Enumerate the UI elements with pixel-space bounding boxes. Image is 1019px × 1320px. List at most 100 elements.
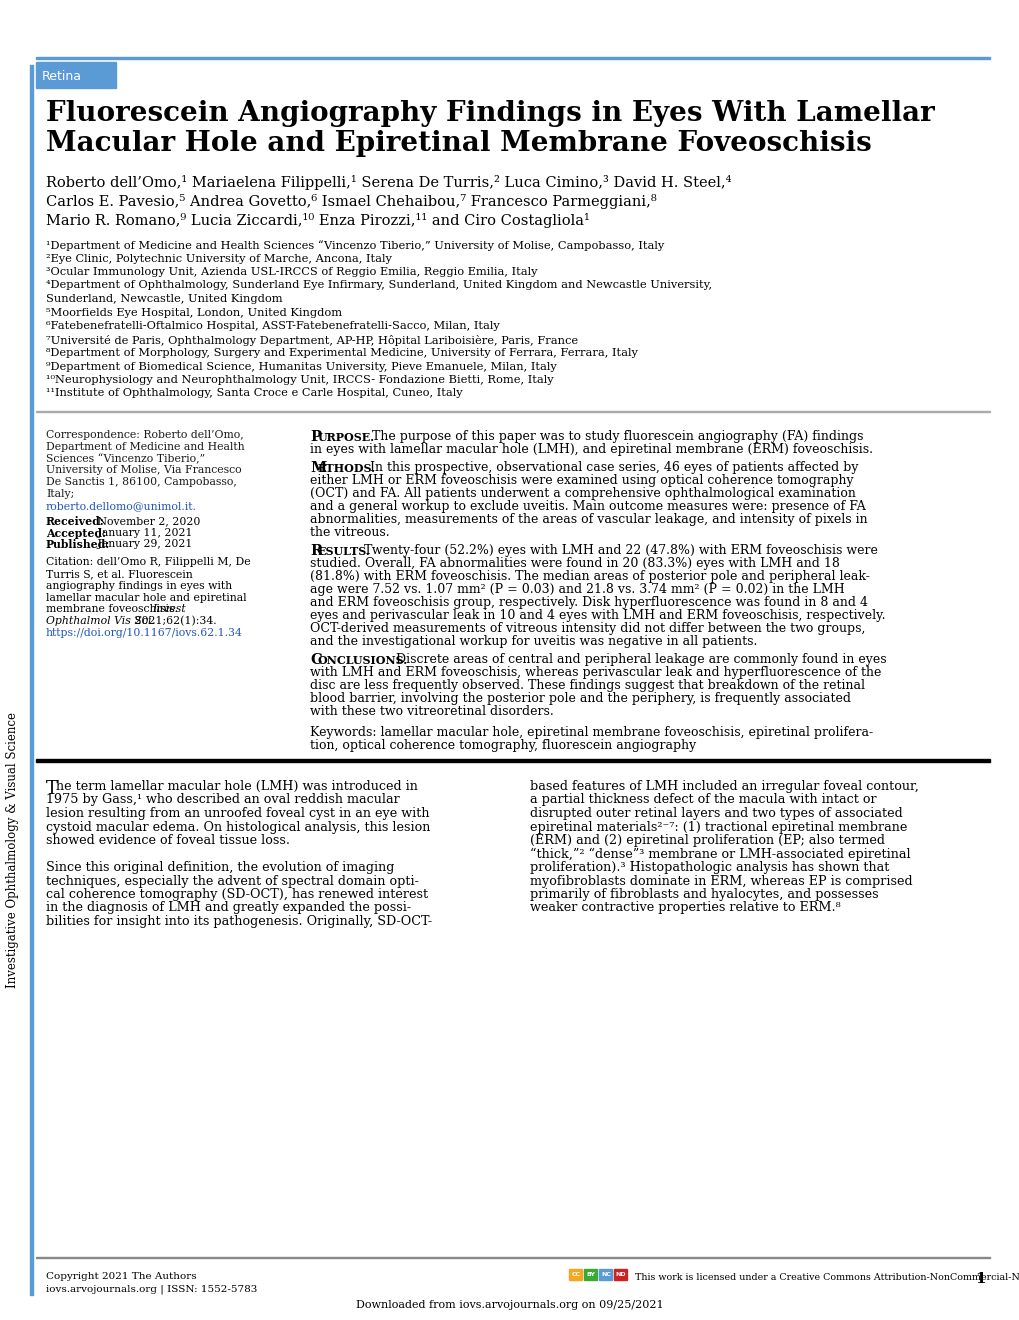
Text: Sunderland, Newcastle, United Kingdom: Sunderland, Newcastle, United Kingdom [46,294,282,304]
Text: Ophthalmol Vis Sci.: Ophthalmol Vis Sci. [46,616,155,626]
Text: he term lamellar macular hole (LMH) was introduced in: he term lamellar macular hole (LMH) was … [56,780,418,793]
Text: cal coherence tomography (SD-OCT), has renewed interest: cal coherence tomography (SD-OCT), has r… [46,888,428,902]
Text: Discrete areas of central and peripheral leakage are commonly found in eyes: Discrete areas of central and peripheral… [391,653,886,667]
Text: Fluorescein Angiography Findings in Eyes With Lamellar: Fluorescein Angiography Findings in Eyes… [46,100,933,127]
Text: Copyright 2021 The Authors: Copyright 2021 The Authors [46,1272,197,1280]
Text: This work is licensed under a Creative Commons Attribution-NonCommercial-NoDeriv: This work is licensed under a Creative C… [635,1272,1019,1282]
Text: University of Molise, Via Francesco: University of Molise, Via Francesco [46,466,242,475]
Text: with LMH and ERM foveoschisis, whereas perivascular leak and hyperfluorescence o: with LMH and ERM foveoschisis, whereas p… [310,667,880,678]
Text: 1975 by Gass,¹ who described an oval reddish macular: 1975 by Gass,¹ who described an oval red… [46,793,399,807]
Text: angiography findings in eyes with: angiography findings in eyes with [46,581,232,591]
Text: abnormalities, measurements of the areas of vascular leakage, and intensity of p: abnormalities, measurements of the areas… [310,513,867,525]
Text: disrupted outer retinal layers and two types of associated: disrupted outer retinal layers and two t… [530,807,902,820]
Text: Macular Hole and Epiretinal Membrane Foveoschisis: Macular Hole and Epiretinal Membrane Fov… [46,129,871,157]
Text: ¹⁰Neurophysiology and Neurophthalmology Unit, IRCCS- Fondazione Bietti, Rome, It: ¹⁰Neurophysiology and Neurophthalmology … [46,375,553,385]
Text: Correspondence: Roberto dell’Omo,: Correspondence: Roberto dell’Omo, [46,430,244,440]
Text: Since this original definition, the evolution of imaging: Since this original definition, the evol… [46,861,394,874]
Text: M: M [310,461,326,475]
Text: a partial thickness defect of the macula with intact or: a partial thickness defect of the macula… [530,793,875,807]
Text: https://doi.org/10.1167/iovs.62.1.34: https://doi.org/10.1167/iovs.62.1.34 [46,628,243,638]
Text: showed evidence of foveal tissue loss.: showed evidence of foveal tissue loss. [46,834,289,847]
Text: OCT-derived measurements of vitreous intensity did not differ between the two gr: OCT-derived measurements of vitreous int… [310,622,864,635]
Text: cystoid macular edema. On histological analysis, this lesion: cystoid macular edema. On histological a… [46,821,430,833]
Text: ³Ocular Immunology Unit, Azienda USL-IRCCS of Reggio Emilia, Reggio Emilia, Ital: ³Ocular Immunology Unit, Azienda USL-IRC… [46,267,537,277]
Text: and a general workup to exclude uveitis. Main outcome measures were: presence of: and a general workup to exclude uveitis.… [310,500,865,513]
Text: November 2, 2020: November 2, 2020 [94,516,200,525]
Text: primarily of fibroblasts and hyalocytes, and possesses: primarily of fibroblasts and hyalocytes,… [530,888,877,902]
Text: Invest: Invest [152,605,185,614]
Text: Citation: dell’Omo R, Filippelli M, De: Citation: dell’Omo R, Filippelli M, De [46,557,251,568]
Bar [36,759,989,762]
Text: (81.8%) with ERM foveoschisis. The median areas of posterior pole and peripheral: (81.8%) with ERM foveoschisis. The media… [310,570,869,583]
Text: URPOSE.: URPOSE. [318,432,375,444]
Text: in eyes with lamellar macular hole (LMH), and epiretinal membrane (ERM) foveosch: in eyes with lamellar macular hole (LMH)… [310,444,872,455]
Text: eyes and perivascular leak in 10 and 4 eyes with LMH and ERM foveoschisis, respe: eyes and perivascular leak in 10 and 4 e… [310,609,884,622]
FancyBboxPatch shape [599,1270,611,1280]
Text: ETHODS.: ETHODS. [318,463,376,474]
Text: (ERM) and (2) epiretinal proliferation (EP; also termed: (ERM) and (2) epiretinal proliferation (… [530,834,884,847]
Text: Twenty-four (52.2%) eyes with LMH and 22 (47.8%) with ERM foveoschisis were: Twenty-four (52.2%) eyes with LMH and 22… [360,544,877,557]
Text: R: R [310,544,322,558]
Text: tion, optical coherence tomography, fluorescein angiography: tion, optical coherence tomography, fluo… [310,739,696,752]
Text: Carlos E. Pavesio,⁵ Andrea Govetto,⁶ Ismael Chehaibou,⁷ Francesco Parmeggiani,⁸: Carlos E. Pavesio,⁵ Andrea Govetto,⁶ Ism… [46,194,656,209]
Text: ND: ND [615,1272,626,1278]
Text: ⁶Fatebenefratelli-Oftalmico Hospital, ASST-Fatebenefratelli-Sacco, Milan, Italy: ⁶Fatebenefratelli-Oftalmico Hospital, AS… [46,321,499,331]
Text: January 11, 2021: January 11, 2021 [94,528,193,537]
Text: ¹¹Institute of Ophthalmology, Santa Croce e Carle Hospital, Cuneo, Italy: ¹¹Institute of Ophthalmology, Santa Croc… [46,388,463,399]
Text: Turris S, et al. Fluorescein: Turris S, et al. Fluorescein [46,569,193,579]
Text: T: T [46,780,58,799]
Text: CC: CC [571,1272,580,1278]
Text: myofibroblasts dominate in ERM, whereas EP is comprised: myofibroblasts dominate in ERM, whereas … [530,874,912,887]
Text: ⁸Department of Morphology, Surgery and Experimental Medicine, University of Ferr: ⁸Department of Morphology, Surgery and E… [46,348,637,358]
Text: ⁹Department of Biomedical Science, Humanitas University, Pieve Emanuele, Milan, : ⁹Department of Biomedical Science, Human… [46,362,556,371]
Text: Received:: Received: [46,516,105,527]
Text: Mario R. Romano,⁹ Lucia Ziccardi,¹⁰ Enza Pirozzi,¹¹ and Ciro Costagliola¹: Mario R. Romano,⁹ Lucia Ziccardi,¹⁰ Enza… [46,213,589,228]
Text: bilities for insight into its pathogenesis. Originally, SD-OCT-: bilities for insight into its pathogenes… [46,915,432,928]
Text: Published:: Published: [46,540,110,550]
Text: Sciences “Vincenzo Tiberio,”: Sciences “Vincenzo Tiberio,” [46,454,205,465]
FancyBboxPatch shape [613,1270,627,1280]
Bar [36,57,989,59]
Text: ONCLUSIONS.: ONCLUSIONS. [318,655,408,667]
Text: C: C [310,653,321,667]
Text: ²Eye Clinic, Polytechnic University of Marche, Ancona, Italy: ²Eye Clinic, Polytechnic University of M… [46,253,391,264]
Text: age were 7.52 vs. 1.07 mm² (P = 0.03) and 21.8 vs. 3.74 mm² (P = 0.02) in the LM: age were 7.52 vs. 1.07 mm² (P = 0.03) an… [310,583,844,597]
Text: Department of Medicine and Health: Department of Medicine and Health [46,442,245,451]
Text: disc are less frequently observed. These findings suggest that breakdown of the : disc are less frequently observed. These… [310,678,864,692]
Text: De Sanctis 1, 86100, Campobasso,: De Sanctis 1, 86100, Campobasso, [46,478,236,487]
Text: the vitreous.: the vitreous. [310,525,389,539]
Text: lamellar macular hole and epiretinal: lamellar macular hole and epiretinal [46,593,247,603]
FancyBboxPatch shape [569,1270,582,1280]
Text: and ERM foveoschisis group, respectively. Disk hyperfluorescence was found in 8 : and ERM foveoschisis group, respectively… [310,597,867,609]
Text: epiretinal materials²⁻⁷: (1) tractional epiretinal membrane: epiretinal materials²⁻⁷: (1) tractional … [530,821,907,833]
Text: P: P [310,430,321,444]
Bar [30,65,33,1295]
Text: Downloaded from iovs.arvojournals.org on 09/25/2021: Downloaded from iovs.arvojournals.org on… [356,1300,663,1309]
Bar [36,62,116,88]
Text: ⁴Department of Ophthalmology, Sunderland Eye Infirmary, Sunderland, United Kingd: ⁴Department of Ophthalmology, Sunderland… [46,281,711,290]
Text: The purpose of this paper was to study fluorescein angiography (FA) findings: The purpose of this paper was to study f… [368,430,863,444]
Text: 2021;62(1):34.: 2021;62(1):34. [130,616,216,627]
Text: ⁷Université de Paris, Ophthalmology Department, AP-HP, Hôpital Lariboisière, Par: ⁷Université de Paris, Ophthalmology Depa… [46,334,578,346]
Text: 1: 1 [974,1272,985,1286]
Text: ESULTS.: ESULTS. [318,546,370,557]
Text: Accepted:: Accepted: [46,528,106,539]
Text: in the diagnosis of LMH and greatly expanded the possi-: in the diagnosis of LMH and greatly expa… [46,902,411,915]
Text: January 29, 2021: January 29, 2021 [94,540,193,549]
Text: based features of LMH included an irregular foveal contour,: based features of LMH included an irregu… [530,780,918,793]
Text: In this prospective, observational case series, 46 eyes of patients affected by: In this prospective, observational case … [366,461,858,474]
Text: weaker contractive properties relative to ERM.⁸: weaker contractive properties relative t… [530,902,840,915]
Text: “thick,”² “dense”³ membrane or LMH-associated epiretinal: “thick,”² “dense”³ membrane or LMH-assoc… [530,847,910,861]
Text: either LMH or ERM foveoschisis were examined using optical coherence tomography: either LMH or ERM foveoschisis were exam… [310,474,853,487]
Text: NC: NC [600,1272,610,1278]
FancyBboxPatch shape [584,1270,597,1280]
Text: membrane foveoschisis.: membrane foveoschisis. [46,605,181,614]
Text: BY: BY [586,1272,595,1278]
Text: ⁵Moorfields Eye Hospital, London, United Kingdom: ⁵Moorfields Eye Hospital, London, United… [46,308,341,318]
Text: ¹Department of Medicine and Health Sciences “Vincenzo Tiberio,” University of Mo: ¹Department of Medicine and Health Scien… [46,240,663,251]
Text: proliferation).³ Histopathologic analysis has shown that: proliferation).³ Histopathologic analysi… [530,861,889,874]
Text: Keywords: lamellar macular hole, epiretinal membrane foveoschisis, epiretinal pr: Keywords: lamellar macular hole, epireti… [310,726,872,739]
Text: studied. Overall, FA abnormalities were found in 20 (83.3%) eyes with LMH and 18: studied. Overall, FA abnormalities were … [310,557,839,570]
Text: iovs.arvojournals.org | ISSN: 1552-5783: iovs.arvojournals.org | ISSN: 1552-5783 [46,1284,257,1294]
Text: Italy;: Italy; [46,488,74,499]
